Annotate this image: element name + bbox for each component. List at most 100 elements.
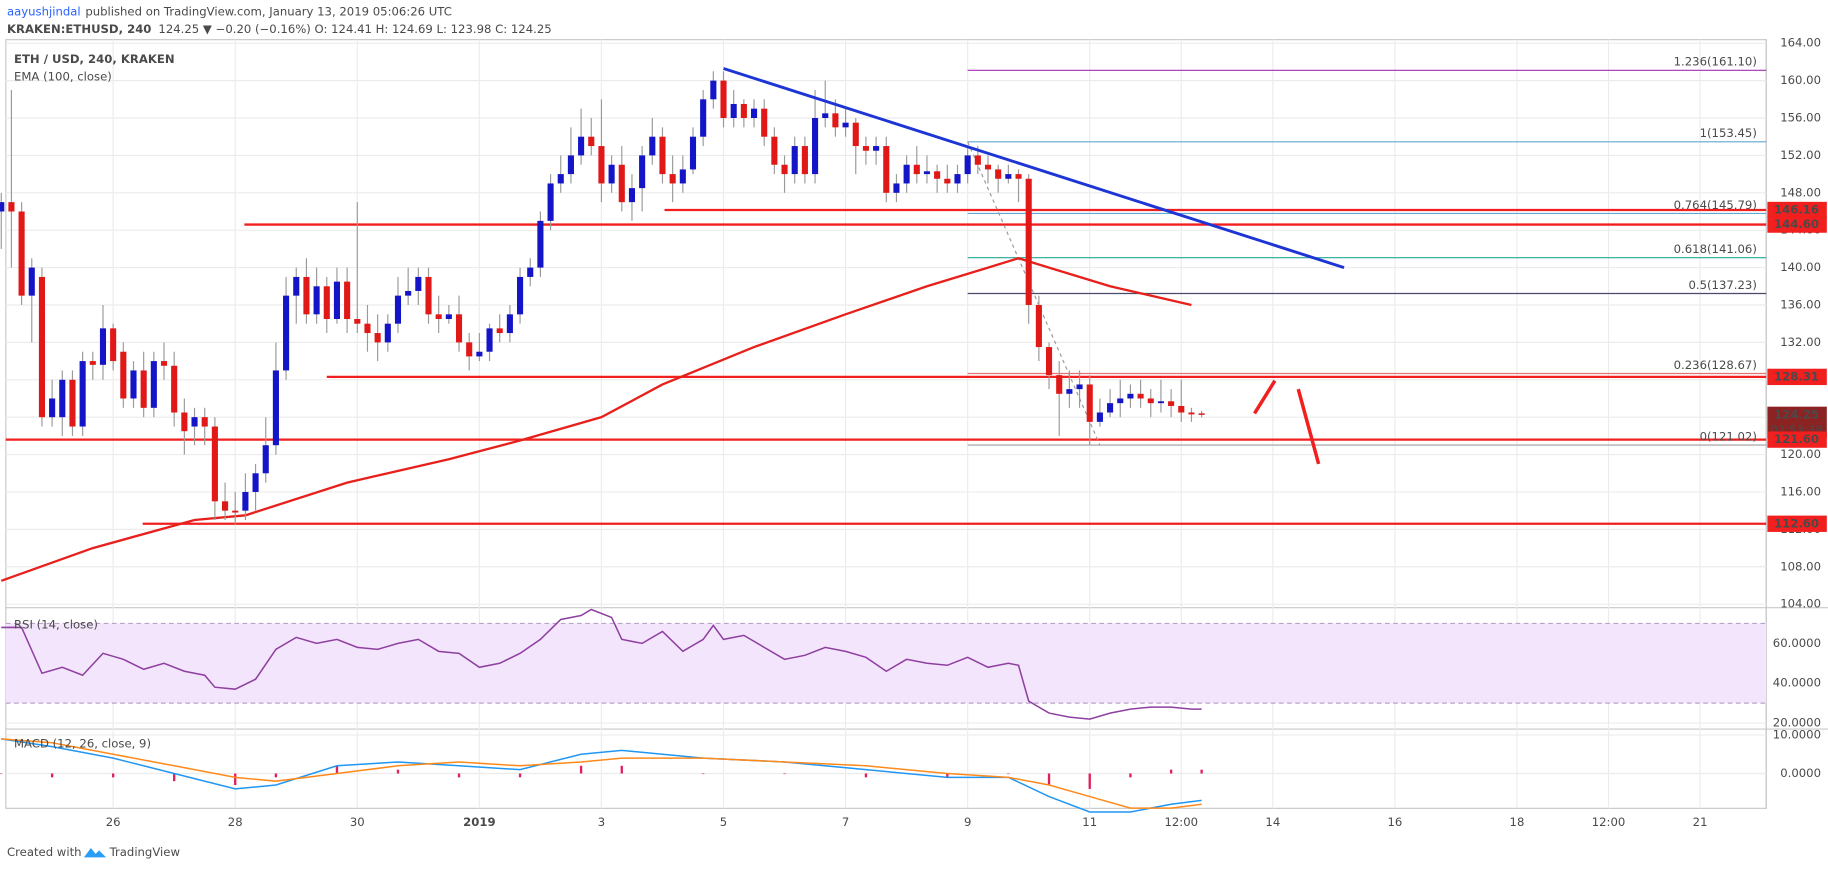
candle-body xyxy=(1107,403,1114,413)
candle-body xyxy=(1035,304,1042,348)
histogram-bar xyxy=(111,773,115,778)
candle-body xyxy=(191,417,198,427)
y-tick-label: 140.00 xyxy=(1780,260,1821,274)
candle-body xyxy=(862,146,869,151)
x-tick-label: 26 xyxy=(106,815,121,829)
candle-body xyxy=(211,426,218,502)
arrow xyxy=(1296,388,1321,465)
candle-body xyxy=(262,445,269,474)
publish-line: aayushjindal published on TradingView.com… xyxy=(7,4,452,18)
candle-body xyxy=(344,281,351,320)
candle-body xyxy=(1188,412,1195,415)
candle-body xyxy=(384,323,391,343)
candle-body xyxy=(852,122,859,147)
pane-frames xyxy=(5,39,1828,809)
candle-body xyxy=(181,412,188,432)
candle-body xyxy=(801,146,808,175)
x-tick-label: 14 xyxy=(1265,815,1280,829)
candle-body xyxy=(18,211,25,296)
candle-body xyxy=(1147,398,1154,404)
candle-body xyxy=(221,501,229,511)
candle-body xyxy=(89,361,96,365)
histogram-bar xyxy=(457,773,461,778)
published: published on TradingView.com, January 13… xyxy=(85,4,452,18)
footer-brand[interactable]: TradingView xyxy=(109,845,181,859)
symbol: KRAKEN:ETHUSD, 240 xyxy=(7,22,151,36)
candle-body xyxy=(832,113,839,128)
candle-body xyxy=(252,473,259,492)
y-tick-label: 160.00 xyxy=(1780,73,1821,87)
candle-body xyxy=(689,136,697,170)
candle-body xyxy=(1056,375,1063,394)
histogram-bar xyxy=(234,773,237,786)
histogram-bar xyxy=(274,773,278,778)
candle-body xyxy=(567,155,574,175)
candle-body xyxy=(608,164,615,184)
x-tick-label: 28 xyxy=(228,815,243,829)
price-tag-label: 128.31 xyxy=(1774,369,1819,383)
candle-body xyxy=(313,286,320,315)
x-tick-label: 7 xyxy=(842,815,849,829)
histogram-bar xyxy=(1169,769,1173,774)
legend-ema: EMA (100, close) xyxy=(14,69,112,83)
candle-body xyxy=(730,103,737,119)
author[interactable]: aayushjindal xyxy=(7,4,81,18)
fib-label: 1(153.45) xyxy=(1700,126,1757,140)
histogram-bar xyxy=(702,773,705,775)
candle-body xyxy=(1076,384,1083,390)
candle-body xyxy=(781,164,788,175)
candle-body xyxy=(1168,401,1175,406)
fib-label: 0.236(128.67) xyxy=(1674,358,1757,372)
price-tag-label: 112.60 xyxy=(1774,516,1819,530)
candle-body xyxy=(1025,178,1032,305)
quote: 124.25 ▼ −0.20 (−0.16%) O: 124.41 H: 124… xyxy=(158,22,551,36)
candle-body xyxy=(771,136,778,165)
candle-body xyxy=(99,328,107,365)
candle-body xyxy=(720,80,727,119)
candle-body xyxy=(283,295,290,371)
candle-body xyxy=(761,108,768,137)
histogram-bar xyxy=(518,773,522,778)
candle-body xyxy=(59,379,66,418)
candle-body xyxy=(598,146,605,184)
candle-body xyxy=(242,491,249,511)
candle-body xyxy=(1066,389,1073,394)
price-tag-label: 121.60 xyxy=(1774,432,1819,446)
y-tick-label: 132.00 xyxy=(1780,335,1821,349)
y-tick-label: 108.00 xyxy=(1780,559,1821,573)
x-tick-label: 12:00 xyxy=(1164,815,1198,829)
indicator-line xyxy=(1,738,1202,809)
macd-title: MACD (12, 26, close, 9) xyxy=(14,737,151,751)
histogram-bar xyxy=(50,773,54,778)
histogram-bar xyxy=(1129,773,1132,778)
candle-body xyxy=(49,398,56,418)
candle-body xyxy=(374,333,381,343)
candle-body xyxy=(1198,413,1205,415)
candle-body xyxy=(405,290,412,296)
candle-body xyxy=(171,365,178,413)
candle-body xyxy=(1157,401,1164,404)
candle-body xyxy=(140,370,147,408)
candle-body xyxy=(679,169,686,184)
x-tick-label: 21 xyxy=(1693,815,1708,829)
x-tick-label: 11 xyxy=(1082,815,1097,829)
y-tick-label: 116.00 xyxy=(1780,484,1821,498)
fib-label: 1.236(161.10) xyxy=(1674,55,1757,69)
y-tick-label: 40.0000 xyxy=(1773,676,1821,690)
histogram-bar xyxy=(173,773,176,782)
y-tick-label: 136.00 xyxy=(1780,297,1821,311)
candle-body xyxy=(160,361,168,366)
candle-body xyxy=(873,146,880,151)
plot: 26 28 30 2019 3 5 7 9 11 12:00 14 16 18 12:00 21 104.00… xyxy=(0,36,1827,829)
candle-body xyxy=(628,188,636,203)
candle-body xyxy=(1015,174,1022,179)
y-tick-label: 104.00 xyxy=(1780,597,1821,611)
footer-prefix: Created with xyxy=(7,845,82,859)
indicator-line xyxy=(1,608,1202,720)
candle-body xyxy=(659,136,666,175)
price-tag-label: 146.16 xyxy=(1774,202,1819,216)
x-tick-label: 18 xyxy=(1510,815,1525,829)
candle-body xyxy=(974,155,981,165)
